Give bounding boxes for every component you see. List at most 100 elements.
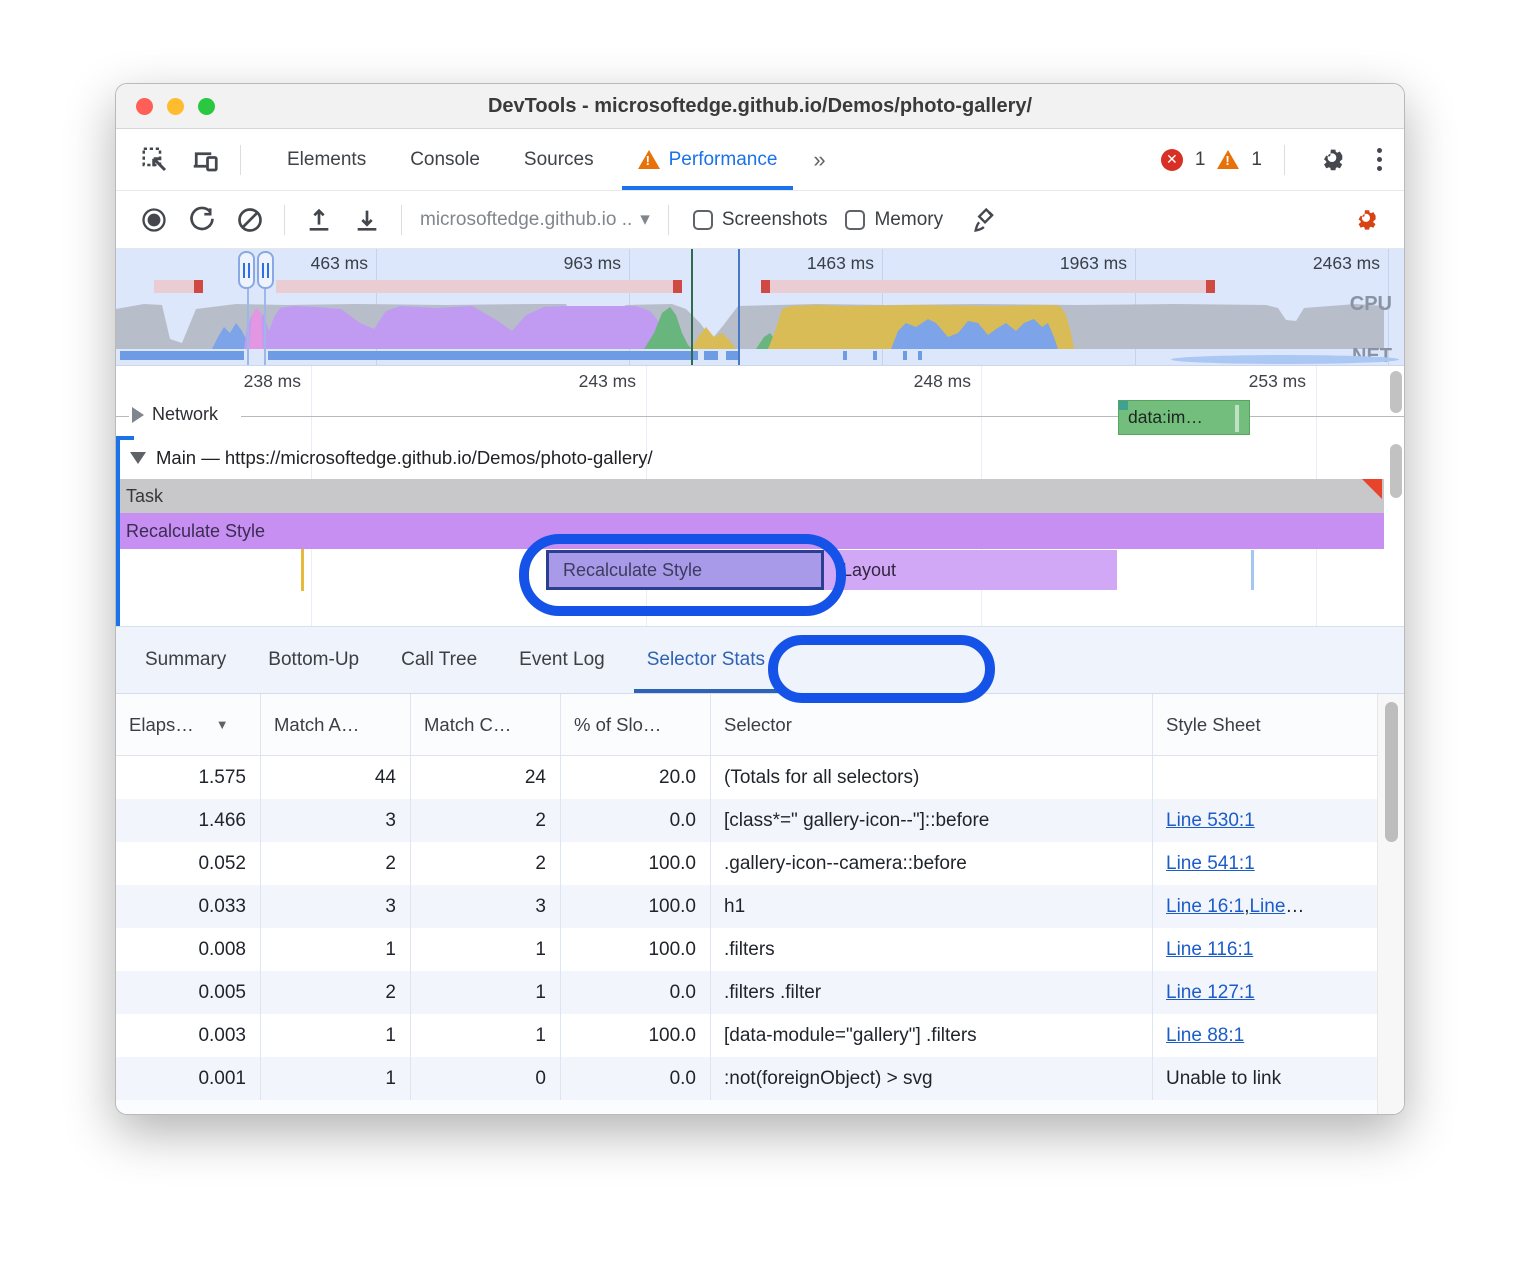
error-badge-icon[interactable]: ✕: [1160, 148, 1183, 171]
clear-recording-icon[interactable]: [236, 206, 264, 234]
table-row[interactable]: 0.008 1 1 100.0 .filters Line 116:1: [116, 928, 1404, 971]
cell-style-sheet: Line 88:1: [1153, 1014, 1379, 1057]
interactions-bar: [761, 280, 1215, 293]
main-track-header[interactable]: Main — https://microsoftedge.github.io/D…: [116, 436, 1404, 479]
table-row[interactable]: 0.003 1 1 100.0 [data-module="gallery"] .fil…: [116, 1014, 1404, 1057]
column-header-5[interactable]: Style Sheet: [1153, 694, 1379, 755]
more-panels-button[interactable]: »: [813, 146, 826, 172]
minimize-window-button[interactable]: [167, 98, 184, 115]
history-dropdown[interactable]: microsoftedge.github.io .. ▾: [420, 208, 650, 231]
chevron-down-icon: ▾: [640, 209, 650, 230]
column-header-label: Style Sheet: [1166, 713, 1261, 735]
style-sheet-text: …: [1285, 895, 1305, 917]
load-profile-icon[interactable]: [305, 206, 333, 234]
memory-checkbox[interactable]: [845, 209, 866, 230]
minor-event-tick[interactable]: [1251, 550, 1254, 590]
kebab-menu-icon[interactable]: [1369, 148, 1390, 171]
task-event-bar[interactable]: Task: [116, 479, 1384, 513]
table-header-row: Elaps… ▼ Match A… Match C… % of Slo… Selector…: [116, 694, 1404, 756]
inspect-element-icon[interactable]: [140, 145, 170, 175]
style-sheet-link[interactable]: Line 530:1: [1166, 809, 1255, 831]
flame-tick-label: 238 ms: [243, 371, 301, 391]
style-sheet-link[interactable]: Line 127:1: [1166, 981, 1255, 1003]
save-profile-icon[interactable]: [353, 206, 381, 234]
cell-selector: [data-module="gallery"] .filters: [711, 1014, 1153, 1057]
performance-toolbar: microsoftedge.github.io .. ▾ Screenshots…: [116, 191, 1404, 249]
table-row[interactable]: 0.052 2 2 100.0 .gallery-icon--camera::befor…: [116, 842, 1404, 885]
tab-summary[interactable]: Summary: [145, 649, 227, 670]
tab-event-log[interactable]: Event Log: [519, 649, 605, 670]
style-sheet-link[interactable]: Line 116:1: [1166, 938, 1254, 960]
tab-call-tree[interactable]: Call Tree: [401, 649, 478, 670]
devtools-tabbar: Elements Console Sources Performance » ✕ 1 …: [116, 129, 1404, 191]
cell-match-count: 1: [411, 1014, 561, 1057]
style-sheet-text: ,: [1244, 895, 1250, 917]
table-row[interactable]: 1.466 3 2 0.0 [class*=" gallery-icon--"]::be…: [116, 799, 1404, 842]
style-sheet-link[interactable]: Line 541:1: [1166, 852, 1255, 874]
flame-scrollbar-thumb[interactable]: [1390, 444, 1402, 498]
cell-elapsed: 1.575: [116, 756, 261, 799]
column-header-3[interactable]: % of Slo…: [561, 694, 711, 755]
cell-selector: [class*=" gallery-icon--"]::before: [711, 799, 1153, 842]
selected-recalculate-style-block[interactable]: Recalculate Style: [546, 550, 824, 590]
cell-elapsed: 0.052: [116, 842, 261, 885]
style-sheet-link[interactable]: Line 16:1: [1166, 895, 1245, 917]
style-sheet-link[interactable]: Line: [1249, 895, 1286, 917]
load-marker-line: [738, 249, 740, 365]
warning-badge-icon[interactable]: [1217, 150, 1240, 169]
column-header-2[interactable]: Match C…: [411, 694, 561, 755]
cell-slow-percent: 100.0: [561, 885, 711, 928]
collapse-triangle-icon[interactable]: [132, 406, 144, 423]
sort-descending-icon[interactable]: ▼: [215, 717, 229, 732]
cell-style-sheet: Line 116:1: [1153, 928, 1379, 971]
selection-right-line: [264, 289, 266, 365]
reload-record-icon[interactable]: [188, 206, 216, 234]
layout-event-block[interactable]: Layout: [824, 550, 1117, 590]
flame-scrollbar-thumb[interactable]: [1390, 371, 1402, 413]
column-header-4[interactable]: Selector: [711, 694, 1153, 755]
recalculate-style-event-bar[interactable]: Recalculate Style: [116, 513, 1384, 549]
cell-style-sheet: Line 127:1: [1153, 971, 1379, 1014]
zoom-window-button[interactable]: [198, 98, 215, 115]
dcl-marker-line: [691, 249, 693, 365]
tab-console[interactable]: Console: [388, 129, 502, 190]
table-scrollbar-thumb[interactable]: [1385, 702, 1398, 842]
cell-match-attempts: 44: [261, 756, 411, 799]
tab-selector-stats[interactable]: Selector Stats: [626, 627, 786, 693]
collect-garbage-icon[interactable]: [971, 206, 999, 234]
cell-match-attempts: 1: [261, 928, 411, 971]
tab-bottom-up[interactable]: Bottom-Up: [268, 649, 360, 670]
column-header-0[interactable]: Elaps… ▼: [116, 694, 261, 755]
screenshots-checkbox[interactable]: [692, 209, 713, 230]
table-row[interactable]: 0.005 2 1 0.0 .filters .filter Line 127:1: [116, 971, 1404, 1014]
close-window-button[interactable]: [136, 98, 153, 115]
cell-slow-percent: 100.0: [561, 1014, 711, 1057]
flame-chart[interactable]: 238 ms 243 ms 248 ms 253 ms Network data:im…: [116, 366, 1404, 626]
tab-sources[interactable]: Sources: [502, 129, 616, 190]
expand-triangle-icon[interactable]: [130, 451, 146, 464]
minor-event-tick[interactable]: [301, 549, 304, 591]
cell-match-attempts: 3: [261, 885, 411, 928]
table-row[interactable]: 1.575 44 24 20.0 (Totals for all selectors): [116, 756, 1404, 799]
network-track[interactable]: Network data:im…: [116, 399, 1404, 436]
cell-match-count: 2: [411, 842, 561, 885]
network-request-bar[interactable]: data:im…: [1118, 400, 1250, 435]
tab-elements[interactable]: Elements: [265, 129, 388, 190]
device-toolbar-icon[interactable]: [190, 145, 220, 175]
selection-left-handle[interactable]: [238, 251, 255, 289]
table-row[interactable]: 0.033 3 3 100.0 h1 Line 16:1 , Line…: [116, 885, 1404, 928]
table-scrollbar-track[interactable]: [1377, 694, 1404, 1114]
cell-match-attempts: 2: [261, 842, 411, 885]
tab-performance[interactable]: Performance: [616, 129, 800, 190]
interactions-bar: [276, 280, 682, 293]
overview-tick-label: 1963 ms: [1059, 253, 1127, 273]
record-icon[interactable]: [140, 206, 168, 234]
devtools-window: DevTools - microsoftedge.github.io/Demos…: [115, 83, 1405, 1115]
capture-settings-gear-icon[interactable]: [1352, 206, 1380, 234]
settings-gear-icon[interactable]: [1317, 145, 1347, 175]
table-row[interactable]: 0.001 1 0 0.0:not(foreignObject) > svg Unabl…: [116, 1057, 1404, 1100]
selection-right-handle[interactable]: [257, 251, 274, 289]
column-header-1[interactable]: Match A…: [261, 694, 411, 755]
timeline-overview[interactable]: 463 ms 963 ms 1463 ms 1963 ms 2463 ms CPU NE…: [116, 249, 1404, 366]
style-sheet-link[interactable]: Line 88:1: [1166, 1024, 1245, 1046]
